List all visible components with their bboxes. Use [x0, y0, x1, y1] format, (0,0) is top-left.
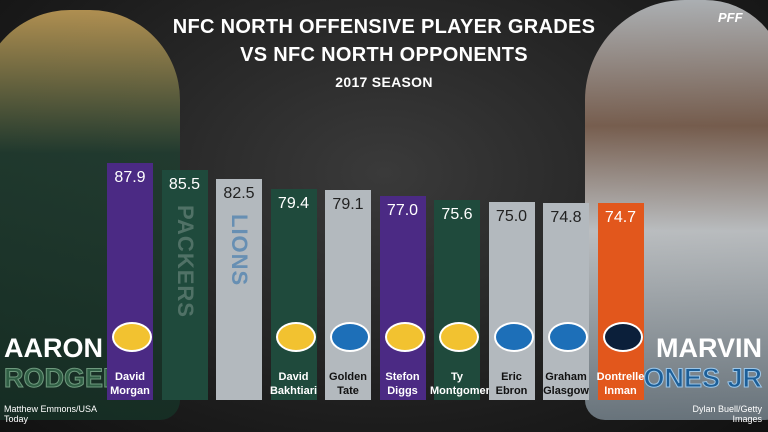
player-first-name: AARON	[4, 333, 103, 363]
player-name: Ty Montgomery	[430, 371, 496, 397]
team-emblem	[602, 322, 643, 352]
player-last-name: JONES JR	[628, 363, 763, 394]
team-emblem	[493, 322, 534, 352]
value-label: 75.0	[495, 208, 528, 226]
value-label: 74.8	[550, 208, 582, 226]
logo: PFF	[718, 10, 743, 25]
player-name: David Bakhtiari	[269, 371, 318, 397]
player-name: Eric Ebron	[495, 371, 528, 397]
player-name: Stefon Diggs	[385, 371, 420, 397]
bar	[597, 202, 644, 400]
value-label: 77.0	[386, 202, 419, 220]
value-label: 87.9	[114, 169, 146, 186]
player-name: Golden Tate	[329, 371, 367, 397]
player-name: Dontrelle Inman	[596, 371, 645, 397]
value-label: 82.5	[223, 185, 255, 203]
value-label: 74.7	[604, 208, 637, 226]
team-label: PACKERS	[172, 205, 198, 319]
team-label: LIONS	[227, 214, 252, 287]
title-line: VS NFC NORTH OPPONENTS	[240, 44, 528, 66]
player-first-name: MARVIN	[655, 333, 762, 363]
bar	[161, 170, 208, 400]
team-emblem	[330, 322, 370, 352]
player-name: Graham Glasgow	[543, 371, 589, 397]
team-emblem	[439, 322, 479, 352]
bar	[107, 163, 153, 400]
bar	[543, 202, 589, 400]
bar	[488, 202, 535, 400]
bar	[216, 179, 262, 400]
value-label: 85.5	[168, 176, 201, 194]
team-emblem	[112, 322, 152, 352]
player-name: David Morgan	[110, 371, 150, 397]
photo-credit: Dylan Buell/Getty Images	[692, 404, 762, 424]
value-label: 79.1	[332, 195, 364, 213]
bar	[379, 196, 426, 400]
bar	[325, 189, 371, 400]
bar	[434, 200, 480, 400]
bar	[270, 188, 317, 400]
subtitle: 2017 SEASON	[335, 74, 433, 90]
team-emblem	[275, 322, 316, 352]
value-label: 75.6	[441, 206, 473, 224]
title-line: NFC NORTH OFFENSIVE PLAYER GRADES	[172, 16, 596, 38]
value-label: 79.4	[277, 194, 310, 212]
team-emblem	[548, 322, 588, 352]
team-emblem	[384, 322, 425, 352]
photo-credit: Matthew Emmons/USA Today	[4, 404, 97, 424]
